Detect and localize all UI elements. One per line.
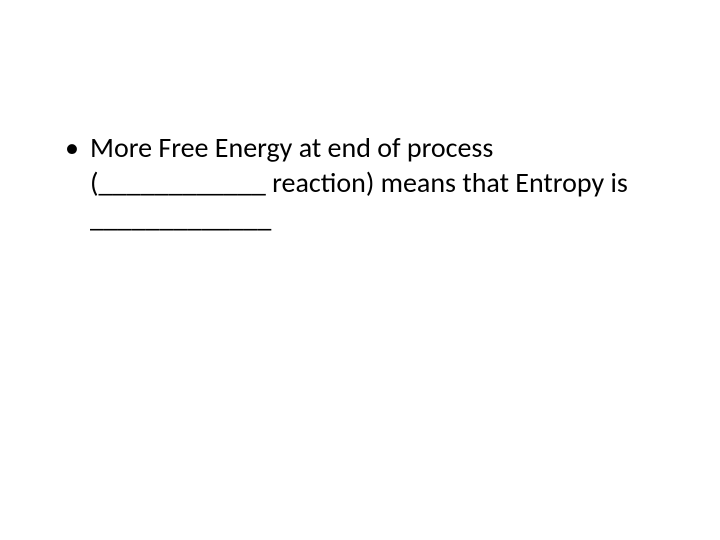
- slide-container: More Free Energy at end of process (____…: [0, 0, 720, 540]
- bullet-text: More Free Energy at end of process (____…: [90, 130, 628, 235]
- bullet-list: More Free Energy at end of process (____…: [60, 130, 670, 235]
- bullet-item: More Free Energy at end of process (____…: [60, 130, 670, 235]
